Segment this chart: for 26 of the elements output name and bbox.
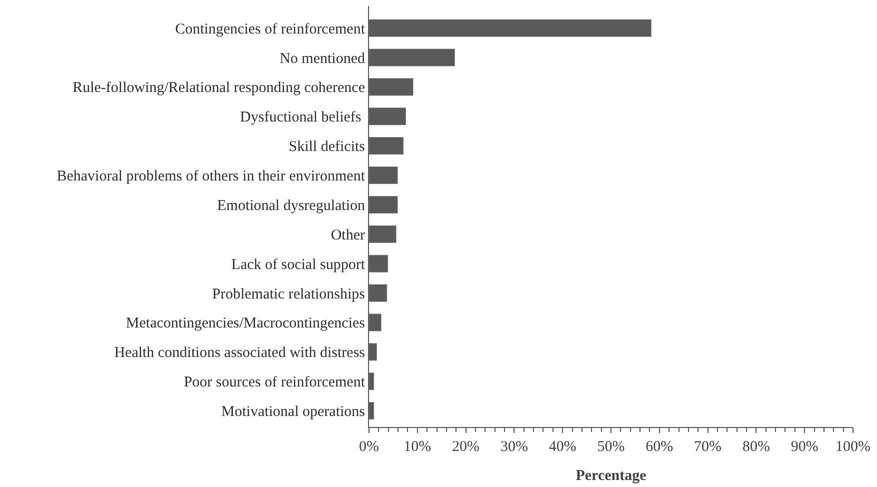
y-tick-label: Dysfuctional beliefs bbox=[240, 110, 365, 126]
x-tick-label: 30% bbox=[500, 439, 528, 455]
x-tick-label: 100% bbox=[836, 439, 870, 455]
y-tick-label: Problematic relationships bbox=[212, 286, 366, 302]
y-tick-label: Rule-following/Relational responding coherence bbox=[72, 80, 366, 96]
y-tick-label: Metacontingencies/Macrocontingencies bbox=[126, 316, 366, 332]
x-tick-label: 70% bbox=[694, 439, 722, 455]
x-axis-title: Percentage bbox=[576, 468, 647, 484]
y-tick-label: Behavioral problems of others in their environment bbox=[56, 168, 366, 185]
x-tick-label: 50% bbox=[597, 439, 625, 455]
y-tick-label: Health conditions associated with distress bbox=[114, 345, 366, 362]
y-tick-label: Motivational operations bbox=[221, 404, 366, 420]
y-tick-label: Other bbox=[330, 227, 365, 244]
y-tick-label: Emotional dysregulation bbox=[217, 198, 366, 214]
y-tick-label: Poor sources of reinforcement bbox=[184, 374, 366, 391]
x-tick-label: 0% bbox=[359, 439, 379, 455]
x-tick-label: 60% bbox=[646, 439, 674, 455]
y-tick-label: Contingencies of reinforcement bbox=[175, 21, 366, 38]
x-tick-label: 90% bbox=[790, 439, 818, 455]
x-tick-label: 80% bbox=[742, 439, 770, 455]
x-tick-label: 40% bbox=[548, 439, 576, 455]
y-tick-label: Skill deficits bbox=[288, 139, 366, 156]
y-tick-label: No mentioned bbox=[280, 50, 366, 67]
y-tick-label: Lack of social support bbox=[231, 256, 366, 273]
x-tick-label: 20% bbox=[452, 439, 480, 455]
x-tick-label: 10% bbox=[404, 439, 432, 455]
